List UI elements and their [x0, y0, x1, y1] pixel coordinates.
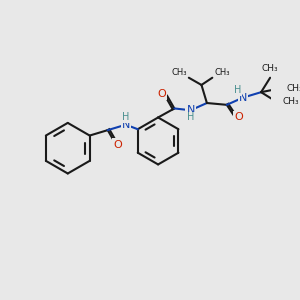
- Text: N: N: [122, 120, 130, 130]
- Text: O: O: [234, 112, 243, 122]
- Text: N: N: [239, 93, 247, 103]
- Text: H: H: [187, 112, 194, 122]
- Text: CH₃: CH₃: [286, 84, 300, 93]
- Text: N: N: [186, 105, 195, 115]
- Text: O: O: [157, 89, 166, 99]
- Text: CH₃: CH₃: [172, 68, 187, 77]
- Text: O: O: [113, 140, 122, 150]
- Text: CH₃: CH₃: [214, 68, 230, 77]
- Text: H: H: [234, 85, 241, 95]
- Text: H: H: [122, 112, 130, 122]
- Text: CH₃: CH₃: [262, 64, 278, 73]
- Text: CH₃: CH₃: [283, 97, 299, 106]
